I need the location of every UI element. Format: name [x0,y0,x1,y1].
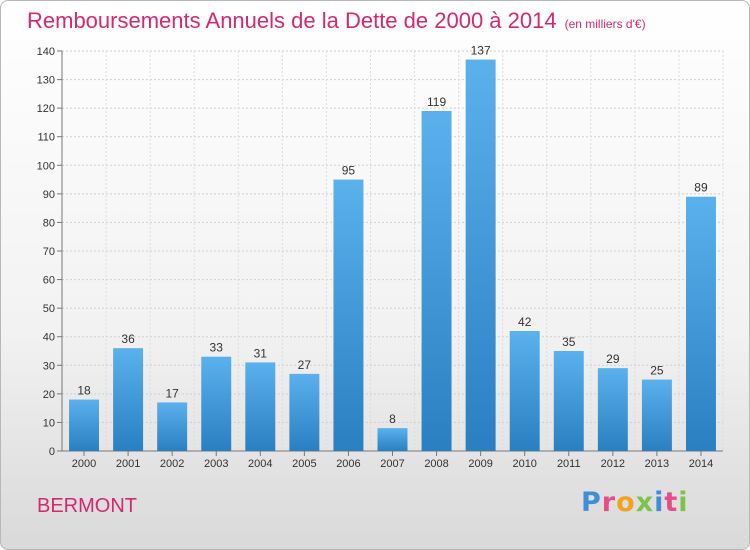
bar [597,368,628,451]
bar [685,196,716,451]
logo-letter: o [616,487,636,518]
logo-letter: P [581,487,602,518]
bars [69,59,716,452]
bar-value-label: 35 [562,335,576,349]
y-tick-label: 60 [43,275,55,287]
bar [201,356,232,451]
x-tick-label: 2002 [160,458,184,470]
x-tick-label: 2006 [336,458,360,470]
bar-value-label: 17 [165,386,179,400]
logo-letter: x [635,487,655,518]
bar-value-label: 18 [77,384,91,398]
bar-value-label: 31 [254,346,268,360]
y-tick-label: 110 [37,132,55,144]
bar-value-label: 42 [518,315,532,329]
bar [157,402,188,451]
y-tick-label: 90 [43,189,55,201]
bar-value-label: 33 [210,341,224,355]
bar [113,348,144,451]
x-tick-label: 2003 [204,458,228,470]
data-labels: 18 36 17 33 31 27 95 8 119 137 42 35 29 25 89 [77,44,708,427]
x-tick-label: 2001 [116,458,140,470]
chart-title: Remboursements Annuels de la Dette de 20… [27,8,646,34]
logo-letter: t [664,487,679,518]
bar [641,379,672,451]
x-tick-label: 2004 [248,458,272,470]
logo-letter: i [678,487,689,518]
y-tick-label: 80 [43,217,55,229]
x-tick-label: 2010 [512,458,536,470]
y-tick-label: 0 [49,446,55,458]
y-tick-label: 40 [43,332,55,344]
bar-value-label: 29 [606,352,620,366]
bar [509,331,540,451]
proxiti-logo: Proxiti [581,487,689,518]
x-tick-label: 2007 [380,458,404,470]
bar-value-label: 119 [427,95,446,109]
bar [245,362,276,451]
bar-value-label: 36 [121,332,135,346]
logo-letter: i [654,487,665,518]
y-tick-label: 20 [43,389,55,401]
bar-value-label: 8 [389,412,396,426]
x-tick-label: 2011 [557,458,581,470]
x-tick-label: 2012 [601,458,625,470]
y-tick-label: 130 [37,75,55,87]
bar-value-label: 27 [298,358,312,372]
bar-value-label: 137 [471,44,491,58]
commune-name: BERMONT [37,495,137,517]
bar [289,373,320,451]
y-tick-label: 120 [37,103,55,115]
x-tick-label: 2009 [468,458,492,470]
bar [421,111,452,451]
y-tick-label: 100 [37,160,55,172]
x-tick-label: 2008 [424,458,448,470]
x-tick-label: 2000 [72,458,96,470]
y-tick-label: 140 [37,46,55,58]
x-tick-label: 2005 [292,458,316,470]
bar [553,351,584,451]
title-text: Remboursements Annuels de la Dette de 20… [27,8,557,33]
bar-value-label: 25 [650,364,664,378]
y-tick-label: 50 [43,303,55,315]
x-tick-label: 2013 [645,458,669,470]
bar-value-label: 89 [694,181,708,195]
y-tick-label: 70 [43,246,55,258]
logo-letter: r [601,487,617,518]
bar [69,399,100,451]
bar [377,428,408,451]
bar [333,179,364,452]
bar-value-label: 95 [342,164,356,178]
bar [465,59,496,451]
y-tick-label: 10 [43,417,55,429]
x-tick-label: 2014 [689,458,713,470]
y-tick-label: 30 [43,360,55,372]
unit-label: (en milliers d'€) [564,17,646,31]
